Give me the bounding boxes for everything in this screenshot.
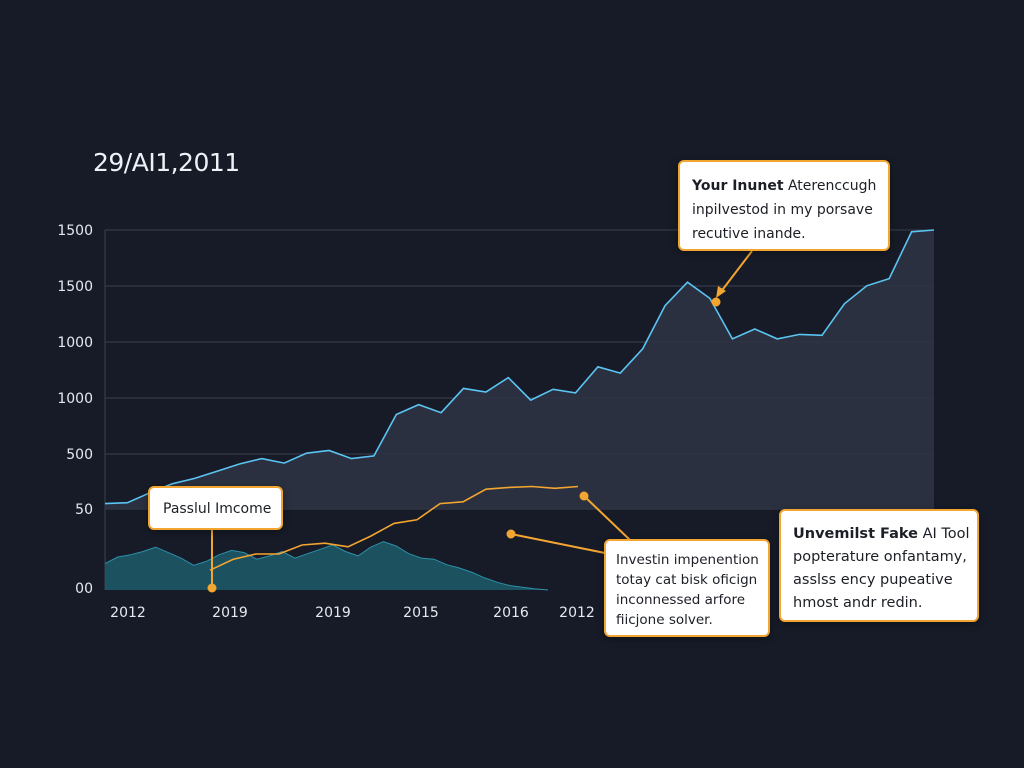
x-tick-label: 2012 [110,605,146,621]
y-tick-label: 1500 [57,223,93,239]
callout-top-right-line-3: recutive inande. [692,226,806,242]
callout-middle-connector-a [510,533,606,554]
callout-top-right-rest: Aterenccugh [783,178,877,194]
x-tick-label: 2019 [212,605,248,621]
callout-right: Unvemilst Fake AI Tool popterature onfan… [779,509,979,622]
callout-right-bold: Unvemilst Fake [793,526,918,542]
x-tick-label: 2016 [493,605,529,621]
main-series-area [105,230,934,509]
callout-passive-label: Passlul Imcome [163,501,272,517]
callout-middle-marker-b [579,491,589,501]
callout-right-rest: AI Tool [917,526,970,542]
x-tick-label: 2015 [403,605,439,621]
callout-right-line-2: popterature onfantamy, [793,549,967,565]
callout-middle-line-3: inconnessed arfore [616,592,746,608]
chart-title: 29/AI1,2011 [93,148,240,177]
callout-middle-connector-b [583,495,631,541]
callout-passive-income: Passlul Imcome [148,486,283,530]
x-tick-label: 2019 [315,605,351,621]
callout-middle-marker-a [506,529,516,539]
y-tick-label: 50 [75,502,93,518]
x-tick-label: 2012 [559,605,595,621]
main-series-line [104,229,935,505]
y-tick-label: 1000 [57,391,93,407]
callout-top-right-line-2: inpiIvestod in my porsave [692,202,873,218]
callout-middle-line-1: Investin impenention [616,552,759,568]
y-tick-label: 1000 [57,335,93,351]
callout-top-right: Your Inunet Aterenccugh inpiIvestod in m… [678,160,890,251]
callout-right-line-4: hmost andr redin. [793,595,923,611]
callout-middle-line-2: totay cat bisk oficign [616,572,758,588]
callout-right-line-1: Unvemilst Fake AI Tool [793,523,970,546]
y-tick-label: 00 [75,581,93,597]
lower-series-area [105,541,548,590]
callout-middle: Investin impenention totay cat bisk ofic… [604,539,770,637]
y-tick-label: 500 [66,447,93,463]
callout-top-right-marker [711,297,721,307]
callout-right-line-3: asslss ency pupeative [793,572,953,588]
y-tick-label: 1500 [57,279,93,295]
callout-top-right-line-1: Your Inunet Aterenccugh [692,174,876,198]
income-series-line [209,485,579,571]
callout-top-right-connector [719,250,753,294]
callout-passive-marker [207,583,217,593]
callout-top-right-bold: Your Inunet [692,178,784,194]
callout-top-right-arrowhead [716,286,726,298]
callout-middle-line-4: fiicjone solver. [616,612,713,628]
lower-series-line [104,541,549,591]
